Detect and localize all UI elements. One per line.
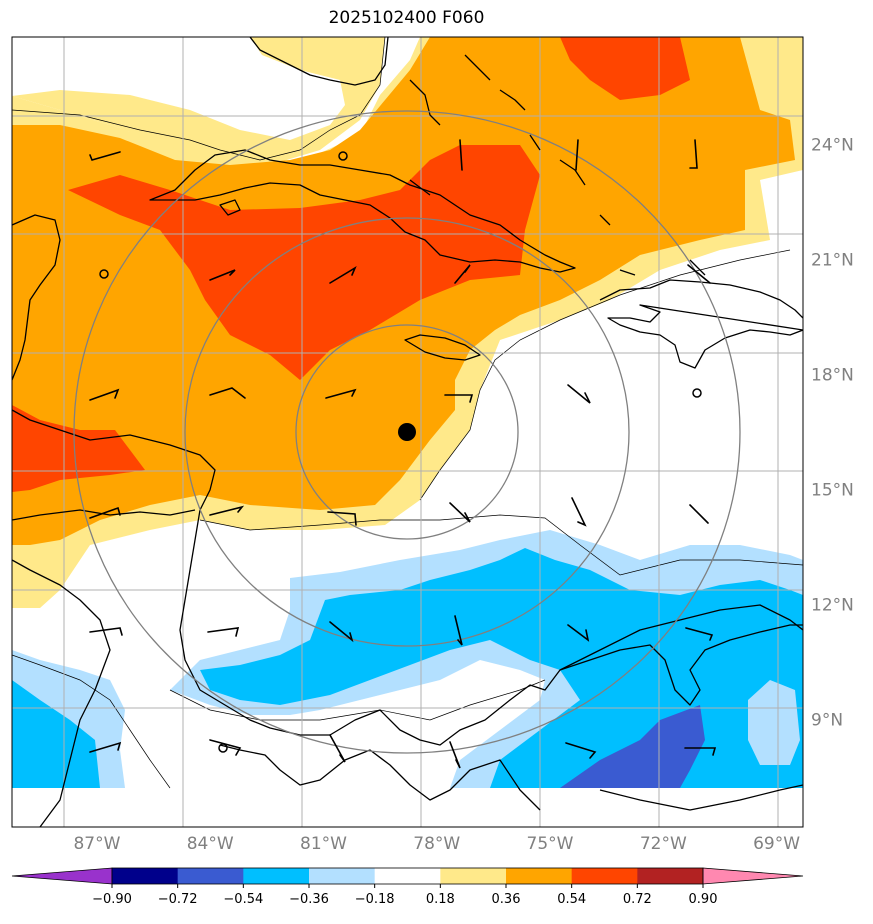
colorbar-tick-label: 0.90 [689, 892, 718, 907]
colorbar-segment [440, 868, 507, 884]
colorbar-segment [243, 868, 310, 884]
coastline-pacific [12, 559, 111, 827]
lon-tick-label: 69°W [753, 834, 800, 854]
longitude-labels: 87°W 84°W 81°W 78°W 75°W 72°W 69°W [73, 834, 800, 854]
fill-sky-blue-sw [12, 680, 100, 788]
colorbar-tick-label: 0.36 [492, 892, 521, 907]
coastline-south-america-east [599, 784, 803, 811]
lon-tick-label: 75°W [527, 834, 574, 854]
coastlines [12, 37, 803, 827]
coastline-florida [249, 37, 389, 86]
colorbar-tick-label: −0.72 [158, 892, 198, 907]
latitude-labels: 24°N 21°N 18°N 15°N 12°N 9°N [811, 135, 854, 730]
lon-tick-label: 81°W [300, 834, 347, 854]
range-rings [73, 110, 741, 754]
coastline-bahamas [409, 54, 706, 276]
lat-tick-label: 15°N [811, 481, 854, 501]
calm-markers [99, 151, 702, 753]
colorbar-segment [177, 868, 244, 884]
lat-tick-label: 24°N [811, 135, 854, 155]
coastline-central-america [12, 409, 803, 746]
colorbar-tick-label: 0.18 [426, 892, 455, 907]
coastline-cuba [149, 149, 576, 273]
colorbar-tick-label: −0.90 [92, 892, 132, 907]
colorbar-tick-label: −0.54 [223, 892, 263, 907]
lat-tick-label: 21°N [811, 250, 854, 270]
coastline-honduras-north [12, 509, 196, 521]
colorbar-tick-label: −0.18 [355, 892, 395, 907]
fill-red-orange-north [68, 145, 540, 380]
coastline-colombia [559, 624, 803, 706]
colorbar-segment [374, 868, 441, 884]
coastline-yucatan-east [12, 214, 61, 381]
lat-tick-label: 9°N [811, 711, 843, 731]
fill-royal-blue [560, 705, 705, 788]
coastline-panama-south [219, 744, 541, 811]
coastline-hispaniola [599, 279, 803, 369]
fill-red-orange-west [12, 405, 145, 492]
range-ring-inner [295, 324, 519, 540]
colorbar-segment [309, 868, 376, 884]
colorbar-extend-low [11, 867, 113, 885]
lon-tick-label: 78°W [413, 834, 460, 854]
lon-tick-label: 87°W [73, 834, 120, 854]
map-title: 2025102400 F060 [328, 8, 485, 28]
range-ring-middle [184, 217, 630, 647]
lat-tick-label: 12°N [811, 596, 854, 616]
map-frame [11, 36, 804, 828]
colorbar-segment [571, 868, 638, 884]
colorbar-tick-label: 0.72 [623, 892, 652, 907]
colorbar-segment [637, 868, 704, 884]
contour-fills [12, 37, 803, 788]
colorbar-outline [111, 867, 704, 885]
colorbar-extend-high [702, 867, 804, 885]
fill-light-yellow [12, 37, 385, 165]
coastline-isla-juventud [219, 199, 241, 216]
fill-red-orange-ne [560, 37, 690, 100]
lat-tick-label: 18°N [811, 365, 854, 385]
lon-tick-label: 84°W [187, 834, 234, 854]
range-ring-outer [73, 110, 741, 754]
storm-center-marker [398, 423, 416, 441]
fill-light-blue-east-patch [748, 680, 800, 765]
coastline-jamaica [404, 334, 481, 361]
colorbar-segment [506, 868, 573, 884]
wind-barbs [89, 139, 717, 769]
lon-tick-label: 72°W [640, 834, 687, 854]
colorbar-segment [112, 868, 179, 884]
colorbar-tick-label: −0.36 [289, 892, 329, 907]
colorbar-tick-label: 0.54 [557, 892, 586, 907]
colorbar: −0.90 −0.72 −0.54 −0.36 −0.18 0.18 0.36 0.54 0.7… [11, 867, 804, 907]
